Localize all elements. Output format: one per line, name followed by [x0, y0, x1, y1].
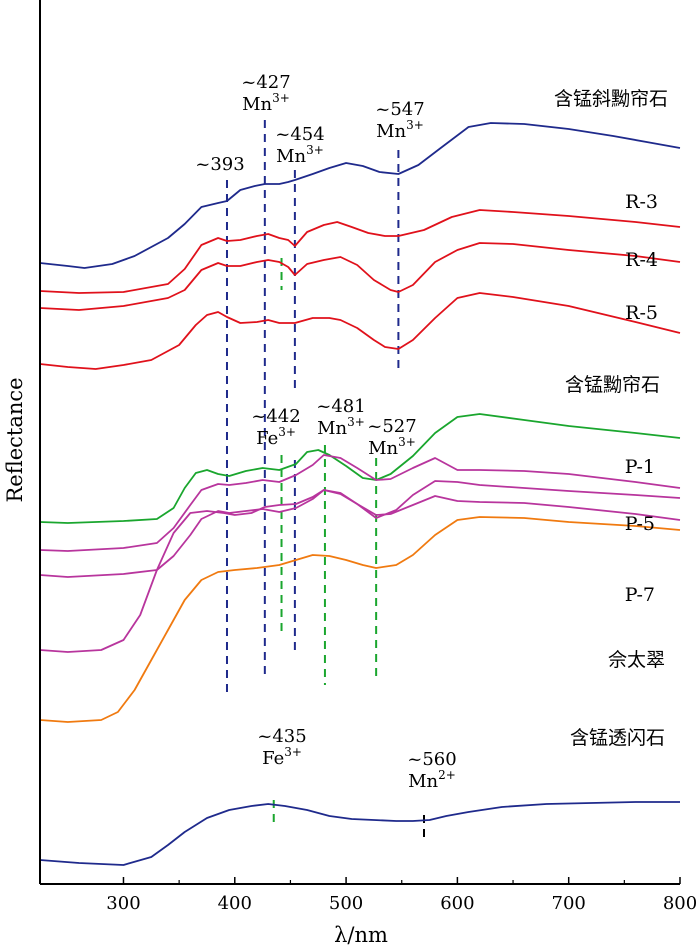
- annotation-wavelength-0: ~393: [195, 154, 244, 175]
- series-line-8: [39, 516, 681, 723]
- annotation-wavelength-5: ~481: [316, 396, 365, 417]
- annotation-wavelength-3: ~547: [375, 99, 424, 120]
- series-label-6: P-5: [625, 513, 655, 535]
- series-line-3: [39, 292, 681, 370]
- annotation-charge-3: 3+: [406, 118, 424, 132]
- series-label-2: R-4: [625, 249, 658, 271]
- annotation-charge-5: 3+: [347, 415, 365, 429]
- annotation-charge-4: 3+: [278, 425, 296, 439]
- series-label-8: 佘太翠: [608, 649, 665, 671]
- annotation-charge-1: 3+: [272, 91, 290, 105]
- series-line-4: [39, 413, 681, 524]
- annotation-ion-3: Mn3+: [376, 118, 424, 142]
- annotation-ion-2: Mn3+: [276, 143, 324, 167]
- x-tick-label: 800: [663, 893, 697, 914]
- series-line-9: [39, 801, 680, 866]
- series-line-2: [39, 242, 681, 311]
- x-tick-label: 300: [106, 893, 140, 914]
- series-label-4: 含锰黝帘石: [565, 374, 660, 396]
- x-tick-label: 700: [552, 893, 586, 914]
- annotation-wavelength-2: ~454: [275, 124, 324, 145]
- series-line-0: [39, 122, 681, 269]
- annotation-ion-4: Fe3+: [256, 425, 296, 449]
- annotation-ion-1: Mn3+: [242, 91, 290, 115]
- series-line-7: [39, 480, 681, 653]
- series-label-1: R-3: [625, 191, 658, 213]
- series-line-5: [39, 454, 681, 552]
- x-tick-label: 600: [440, 893, 474, 914]
- annotation-wavelength-1: ~427: [241, 72, 290, 93]
- y-axis-label: Reflectance: [3, 377, 27, 502]
- x-tick-label: 500: [329, 893, 363, 914]
- annotation-ion-5: Mn3+: [317, 415, 365, 439]
- x-axis-label: λ/nm: [334, 923, 388, 947]
- annotation-wavelength-7: ~435: [257, 726, 306, 747]
- annotation-charge-6: 3+: [398, 435, 416, 449]
- series-label-7: P-7: [625, 584, 655, 606]
- band-annotations: ~393~427Mn3+~454Mn3+~547Mn3+~442Fe3+~481…: [195, 72, 456, 792]
- series-label-3: R-5: [625, 302, 658, 324]
- annotation-wavelength-6: ~527: [367, 416, 416, 437]
- x-tick-label: 400: [218, 893, 252, 914]
- annotation-ion-8: Mn2+: [408, 768, 456, 792]
- series-label-5: P-1: [625, 456, 655, 478]
- spectrum-lines: [39, 122, 681, 866]
- annotation-ion-6: Mn3+: [368, 435, 416, 459]
- annotation-charge-7: 3+: [284, 745, 302, 759]
- annotation-wavelength-4: ~442: [251, 406, 300, 427]
- annotation-charge-8: 2+: [438, 768, 456, 782]
- annotation-charge-2: 3+: [306, 143, 324, 157]
- annotation-wavelength-8: ~560: [407, 749, 456, 770]
- chart-axes: 300 400 500 600 700 800: [39, 0, 697, 914]
- series-line-6: [39, 489, 681, 578]
- series-label-0: 含锰斜黝帘石: [554, 88, 668, 110]
- series-label-9: 含锰透闪石: [570, 727, 665, 749]
- series-line-1: [39, 209, 681, 294]
- annotation-ion-7: Fe3+: [262, 745, 302, 769]
